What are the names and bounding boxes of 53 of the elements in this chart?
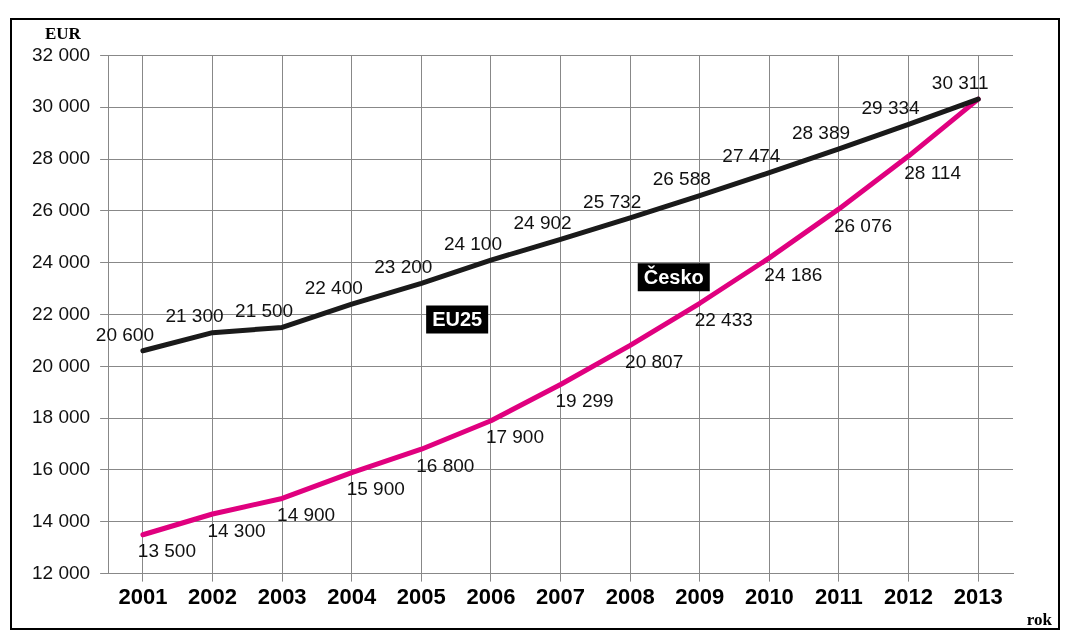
x-tick-label: 2001: [118, 583, 168, 609]
x-tick-label: 2008: [605, 583, 655, 609]
data-label: 20 807: [625, 351, 684, 373]
x-tick-label: 2007: [536, 583, 586, 609]
data-label: 26 588: [652, 168, 711, 190]
data-label: 26 076: [833, 214, 893, 236]
x-tick-label: 2006: [466, 583, 516, 609]
x-tick-label: 2010: [744, 583, 794, 609]
data-label: 23 200: [374, 256, 433, 278]
data-label: 20 600: [95, 323, 154, 345]
data-label: 14 900: [277, 504, 336, 526]
y-tick-label: 24 000: [31, 250, 91, 272]
data-label: 22 400: [304, 276, 363, 298]
x-tick-label: 2003: [257, 583, 307, 609]
x-axis-title: rok: [1026, 610, 1052, 630]
y-axis-title: EUR: [45, 24, 81, 44]
y-tick-label: 28 000: [31, 147, 91, 169]
data-label: 21 300: [165, 305, 224, 327]
series-label: Česko: [643, 264, 704, 288]
x-tick-label: 2011: [815, 583, 863, 609]
data-label: 17 900: [485, 426, 545, 448]
y-tick-label: 12 000: [31, 561, 91, 583]
y-tick-label: 32 000: [31, 43, 91, 65]
data-label: 27 474: [722, 145, 781, 167]
y-tick-label: 26 000: [31, 199, 91, 221]
x-tick-label: 2005: [396, 583, 446, 609]
y-tick-label: 22 000: [31, 302, 91, 324]
y-tick-label: 20 000: [31, 354, 91, 376]
y-tick-label: 30 000: [31, 95, 91, 117]
data-label: 24 100: [443, 232, 503, 254]
data-label: 16 800: [416, 454, 475, 476]
data-label: 24 902: [513, 212, 572, 234]
data-label: 30 311: [931, 71, 989, 93]
x-tick-label: 2012: [884, 583, 934, 609]
y-tick-label: 16 000: [31, 458, 91, 480]
data-label: 22 433: [694, 309, 753, 331]
y-tick-label: 18 000: [31, 406, 91, 428]
y-tick-label: 14 000: [31, 510, 91, 532]
x-tick-label: 2009: [675, 583, 725, 609]
data-label: 14 300: [207, 519, 266, 541]
x-tick-label: 2013: [953, 583, 1003, 609]
data-label: 19 299: [555, 390, 614, 412]
data-label: 15 900: [346, 478, 405, 500]
data-label: 28 389: [791, 121, 851, 143]
data-label: 21 500: [235, 300, 294, 322]
data-label: 28 114: [904, 161, 962, 183]
data-label: 25 732: [583, 190, 642, 212]
data-label: 24 186: [764, 263, 823, 285]
x-tick-label: 2002: [188, 583, 237, 609]
data-label: 29 334: [861, 97, 921, 119]
x-tick-label: 2004: [327, 583, 377, 609]
data-label: 13 500: [137, 540, 196, 562]
series-label: EU25: [432, 307, 483, 330]
